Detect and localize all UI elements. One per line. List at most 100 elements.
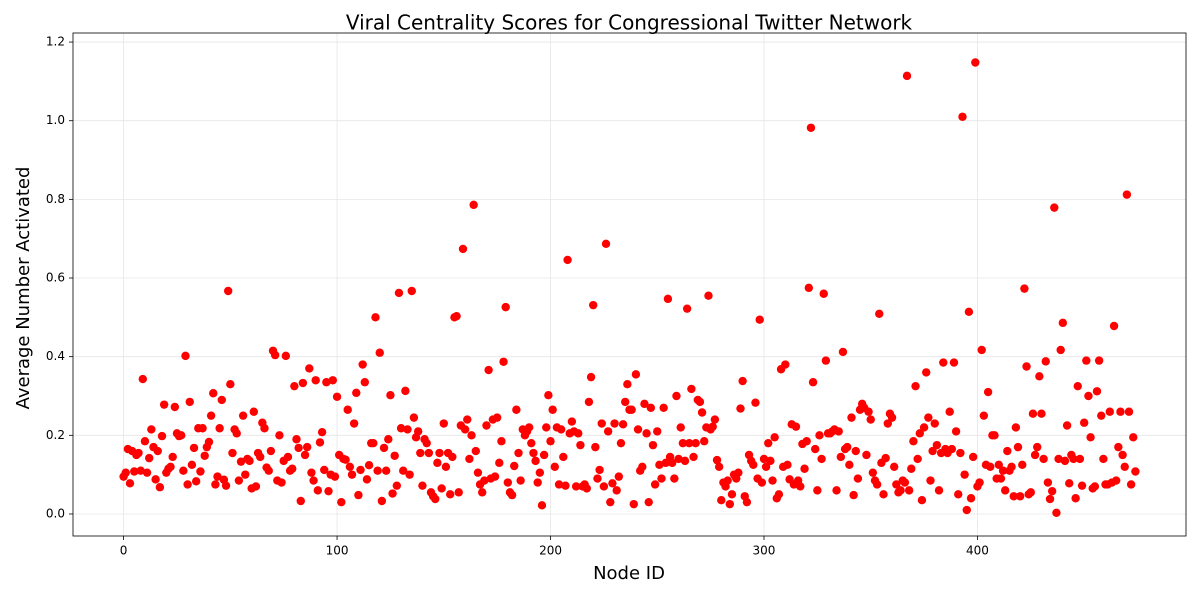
point <box>971 58 980 67</box>
point <box>678 438 688 448</box>
point <box>889 462 899 471</box>
point <box>1043 478 1053 487</box>
point <box>879 490 888 499</box>
point <box>761 462 771 471</box>
point <box>1111 476 1121 485</box>
point <box>535 468 545 477</box>
point <box>507 490 517 500</box>
point <box>221 481 231 490</box>
point <box>597 419 606 428</box>
point <box>217 395 226 405</box>
point <box>533 478 542 487</box>
point <box>1090 482 1100 491</box>
point <box>1003 446 1012 456</box>
point <box>1084 391 1093 401</box>
point <box>1052 508 1061 517</box>
point <box>159 400 169 409</box>
point <box>478 488 487 497</box>
point <box>373 466 382 475</box>
point <box>655 460 664 470</box>
point <box>913 454 922 464</box>
point <box>742 497 752 507</box>
point <box>725 499 735 509</box>
point <box>452 311 461 321</box>
point <box>546 437 555 446</box>
point <box>1058 318 1068 328</box>
point <box>264 466 273 475</box>
point <box>571 482 581 491</box>
point <box>1073 381 1082 391</box>
point <box>672 391 681 401</box>
point <box>661 458 670 468</box>
point <box>610 419 619 428</box>
point <box>484 365 493 375</box>
point <box>437 484 446 493</box>
point <box>1092 387 1102 396</box>
point <box>907 464 916 473</box>
point <box>138 374 148 384</box>
point <box>1082 356 1091 365</box>
point <box>157 431 167 441</box>
point <box>653 427 662 436</box>
point <box>623 379 632 389</box>
point <box>512 405 521 414</box>
point <box>821 356 831 365</box>
point <box>928 446 937 456</box>
point <box>633 425 643 434</box>
point <box>687 384 696 394</box>
point <box>770 433 779 442</box>
point <box>170 402 180 412</box>
point <box>695 397 705 407</box>
point <box>136 466 145 475</box>
point <box>922 368 931 377</box>
point <box>1060 456 1070 466</box>
point <box>738 376 747 386</box>
point <box>471 446 481 456</box>
point <box>480 476 489 485</box>
x-tick-label: 300 <box>753 544 776 558</box>
point <box>550 462 559 471</box>
point <box>964 307 974 317</box>
point <box>832 486 841 495</box>
point <box>379 443 389 453</box>
point <box>302 442 312 452</box>
point <box>802 437 811 446</box>
point <box>211 480 220 489</box>
point <box>574 429 583 438</box>
point <box>1086 433 1095 442</box>
point <box>140 437 150 446</box>
chart-title: Viral Centrality Scores for Congressiona… <box>346 11 913 35</box>
point <box>544 391 553 400</box>
point <box>200 451 209 460</box>
point <box>1028 409 1038 418</box>
point <box>603 427 613 436</box>
point <box>191 477 201 486</box>
point <box>516 476 525 485</box>
point <box>904 486 914 495</box>
point <box>364 461 374 470</box>
point <box>1000 486 1010 495</box>
point <box>851 446 860 456</box>
point <box>868 468 878 477</box>
point <box>1069 454 1078 464</box>
point <box>307 468 316 477</box>
point <box>495 458 504 468</box>
point <box>759 454 769 464</box>
point <box>473 468 483 477</box>
point <box>751 398 760 407</box>
point <box>337 497 346 507</box>
point <box>708 422 717 431</box>
point <box>892 480 901 489</box>
point <box>975 478 984 487</box>
point <box>266 446 276 456</box>
point <box>469 200 478 210</box>
point <box>343 405 352 414</box>
point <box>381 466 391 475</box>
point <box>1124 407 1134 416</box>
point <box>418 481 427 490</box>
point <box>232 429 241 438</box>
y-tick-label: 0.0 <box>46 506 65 520</box>
point <box>392 481 402 490</box>
point <box>407 286 416 296</box>
point <box>1026 488 1036 497</box>
